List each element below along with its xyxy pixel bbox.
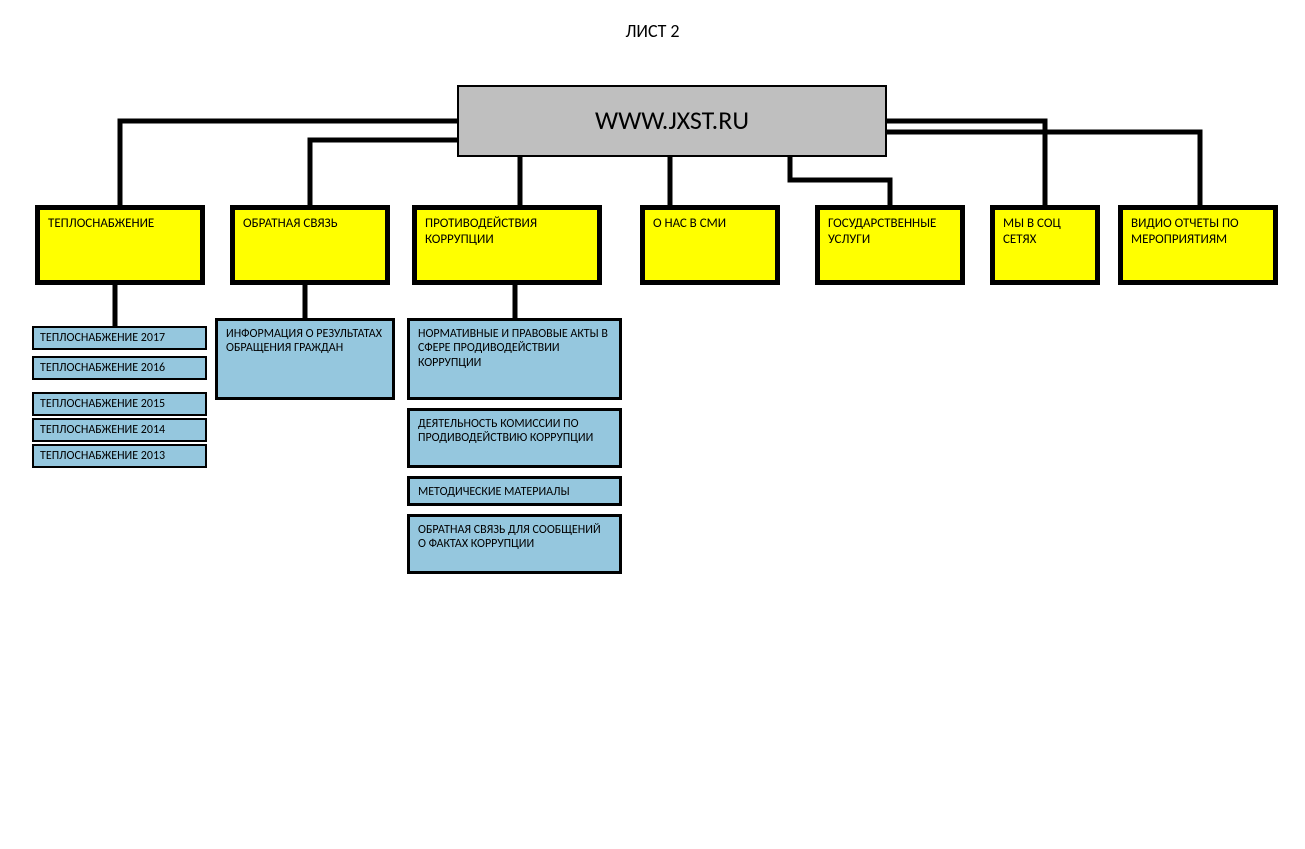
category-video: ВИДИО ОТЧЕТЫ ПО МЕРОПРИЯТИЯМ — [1118, 205, 1278, 285]
category-social: МЫ В СОЦ СЕТЯХ — [990, 205, 1100, 285]
sub-heat-1: ТЕПЛОСНАБЖЕНИЕ 2016 — [32, 356, 207, 380]
sub-anticorr-0: НОРМАТИВНЫЕ И ПРАВОВЫЕ АКТЫ В СФЕРЕ ПРОД… — [407, 318, 622, 400]
sub-anticorr-1: ДЕЯТЕЛЬНОСТЬ КОМИССИИ ПО ПРОДИВОДЕЙСТВИЮ… — [407, 408, 622, 468]
sub-heat-2: ТЕПЛОСНАБЖЕНИЕ 2015 — [32, 392, 207, 416]
sub-anticorr-2: МЕТОДИЧЕСКИЕ МАТЕРИАЛЫ — [407, 476, 622, 506]
sub-anticorr-3: ОБРАТНАЯ СВЯЗЬ ДЛЯ СООБЩЕНИЙ О ФАКТАХ КО… — [407, 514, 622, 574]
sub-heat-0: ТЕПЛОСНАБЖЕНИЕ 2017 — [32, 326, 207, 350]
connector — [887, 121, 1045, 205]
sub-heat-3: ТЕПЛОСНАБЖЕНИЕ 2014 — [32, 418, 207, 442]
category-feedback: ОБРАТНАЯ СВЯЗЬ — [230, 205, 390, 285]
sub-heat-4: ТЕПЛОСНАБЖЕНИЕ 2013 — [32, 444, 207, 468]
connector — [790, 157, 890, 205]
category-media: О НАС В СМИ — [640, 205, 780, 285]
category-anticorr: ПРОТИВОДЕЙСТВИЯ КОРРУПЦИИ — [412, 205, 602, 285]
connector — [310, 140, 457, 205]
root-node: WWW.JXST.RU — [457, 85, 887, 157]
connector — [120, 121, 457, 205]
page-title: ЛИСТ 2 — [0, 20, 1305, 42]
sub-feedback-0: ИНФОРМАЦИЯ О РЕЗУЛЬТАТАХ ОБРАЩЕНИЯ ГРАЖД… — [215, 318, 395, 400]
category-heat: ТЕПЛОСНАБЖЕНИЕ — [35, 205, 205, 285]
category-gov: ГОСУДАРСТВЕННЫЕ УСЛУГИ — [815, 205, 965, 285]
connector — [887, 132, 1200, 205]
